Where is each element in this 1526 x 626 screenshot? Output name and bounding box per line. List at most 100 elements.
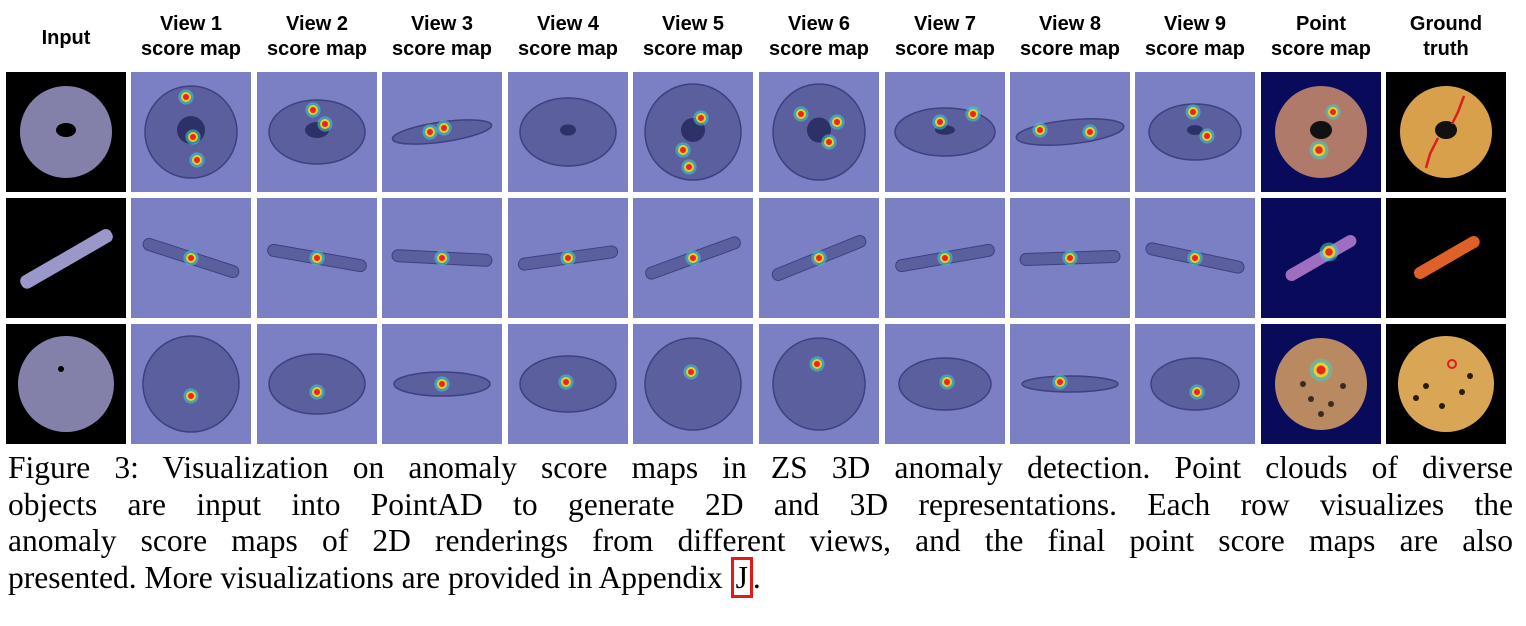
column-headers: Input View 1 score map View 2 score map View … bbox=[6, 8, 1520, 70]
column-header-line-2: score map bbox=[140, 38, 242, 60]
column-header-line-2: score map bbox=[517, 38, 619, 60]
cell-image bbox=[257, 72, 377, 192]
anomaly-hotspot bbox=[1325, 104, 1341, 120]
object-render bbox=[772, 83, 866, 181]
anomaly-hotspot bbox=[1319, 242, 1339, 262]
object-render bbox=[1148, 103, 1242, 161]
cell-image bbox=[382, 72, 502, 192]
column-header-1: Input bbox=[6, 26, 126, 51]
carrot-view-4-score-map bbox=[508, 198, 628, 318]
bagel-view-9-score-map bbox=[1135, 72, 1255, 192]
cookie-view-3-score-map bbox=[382, 324, 502, 444]
anomaly-hotspot bbox=[829, 114, 845, 130]
cell-image bbox=[1386, 324, 1506, 444]
column-header-line-2: score map bbox=[1019, 38, 1121, 60]
cell-image bbox=[1386, 198, 1506, 318]
column-header-12: Ground truth bbox=[1386, 12, 1506, 62]
caption-line-3: anomaly score maps of 2D renderings from… bbox=[8, 523, 1513, 558]
cell-image bbox=[633, 324, 753, 444]
figure-caption: Figure 3: Visualization on anomaly score… bbox=[8, 450, 1513, 598]
column-header-line-1: View 9 bbox=[1164, 13, 1226, 35]
caption-line-4-text: presented. More visualizations are provi… bbox=[8, 559, 731, 595]
anomaly-hotspot bbox=[1309, 140, 1329, 160]
bagel-view-1-score-map bbox=[131, 72, 251, 192]
anomaly-hotspot bbox=[685, 250, 701, 266]
bagel-view-7-score-map bbox=[885, 72, 1005, 192]
cell-image bbox=[759, 198, 879, 318]
anomaly-hotspot bbox=[183, 388, 199, 404]
anomaly-hotspot bbox=[1199, 128, 1215, 144]
anomaly-hotspot bbox=[560, 250, 576, 266]
ground-truth-object bbox=[1414, 236, 1480, 279]
column-header-4: View 3 score map bbox=[382, 12, 502, 62]
column-header-line-1: View 6 bbox=[788, 13, 850, 35]
object-render bbox=[1021, 375, 1119, 393]
anomaly-hotspot bbox=[317, 116, 333, 132]
anomaly-hotspot bbox=[434, 376, 450, 392]
anomaly-hotspot bbox=[1185, 104, 1201, 120]
column-header-10: View 9 score map bbox=[1135, 12, 1255, 62]
column-header-line-1: View 5 bbox=[662, 13, 724, 35]
carrot-view-9-score-map bbox=[1135, 198, 1255, 318]
cell-image bbox=[508, 72, 628, 192]
cell-image bbox=[131, 324, 251, 444]
cookie-view-6-score-map bbox=[759, 324, 879, 444]
cookie-view-8-score-map bbox=[1010, 324, 1130, 444]
cell-image bbox=[1135, 72, 1255, 192]
anomaly-hotspot bbox=[939, 374, 955, 390]
column-header-line-2: score map bbox=[768, 38, 870, 60]
anomaly-hotspot bbox=[821, 134, 837, 150]
column-header-11: Point score map bbox=[1261, 12, 1381, 62]
anomaly-hotspot bbox=[185, 129, 201, 145]
cell-image bbox=[131, 198, 251, 318]
cookie-ground-truth bbox=[1386, 324, 1506, 444]
anomaly-hotspot bbox=[937, 250, 953, 266]
anomaly-hotspot bbox=[793, 106, 809, 122]
column-header-9: View 8 score map bbox=[1010, 12, 1130, 62]
column-header-6: View 5 score map bbox=[633, 12, 753, 62]
anomaly-hotspot bbox=[809, 356, 825, 372]
anomaly-hotspot bbox=[309, 250, 325, 266]
cell-image bbox=[1261, 198, 1381, 318]
cell-image bbox=[1261, 324, 1381, 444]
bagel-point-score-map bbox=[1261, 72, 1381, 192]
cell-image bbox=[257, 198, 377, 318]
anomaly-hotspot bbox=[189, 152, 205, 168]
bagel-ground-truth bbox=[1386, 72, 1506, 192]
cell-image bbox=[1386, 72, 1506, 192]
cell-image bbox=[633, 72, 753, 192]
anomaly-hotspot bbox=[965, 106, 981, 122]
bagel-view-2-score-map bbox=[257, 72, 377, 192]
cell-image bbox=[759, 72, 879, 192]
bagel-view-4-score-map bbox=[508, 72, 628, 192]
bagel-view-3-score-map bbox=[382, 72, 502, 192]
column-header-line-1: View 2 bbox=[286, 13, 348, 35]
anomaly-hotspot bbox=[1187, 250, 1203, 266]
anomaly-hotspot bbox=[693, 110, 709, 126]
point-score-object bbox=[1275, 86, 1367, 178]
object-render bbox=[268, 99, 366, 165]
cell-image bbox=[885, 324, 1005, 444]
bagel-view-5-score-map bbox=[633, 72, 753, 192]
anomaly-hotspot bbox=[811, 250, 827, 266]
carrot-view-6-score-map bbox=[759, 198, 879, 318]
point-cloud bbox=[18, 336, 114, 432]
cell-image bbox=[1010, 324, 1130, 444]
column-header-line-2: score map bbox=[391, 38, 493, 60]
cookie-view-2-score-map bbox=[257, 324, 377, 444]
caption-line-2: objects are input into PointAD to genera… bbox=[8, 486, 1513, 522]
appendix-link[interactable]: J bbox=[730, 556, 753, 598]
caption-line-4-end: . bbox=[752, 559, 761, 595]
point-cloud bbox=[20, 86, 112, 178]
column-header-5: View 4 score map bbox=[508, 12, 628, 62]
cell-image bbox=[257, 324, 377, 444]
object-render bbox=[772, 337, 866, 431]
column-header-line-2: score map bbox=[894, 38, 996, 60]
column-header-line-1: View 4 bbox=[537, 13, 599, 35]
anomaly-hotspot bbox=[1032, 122, 1048, 138]
anomaly-hotspot bbox=[309, 384, 325, 400]
carrot-view-7-score-map bbox=[885, 198, 1005, 318]
column-header-line-2: truth bbox=[1423, 38, 1469, 60]
cell-image bbox=[382, 324, 502, 444]
cell-image bbox=[1135, 198, 1255, 318]
